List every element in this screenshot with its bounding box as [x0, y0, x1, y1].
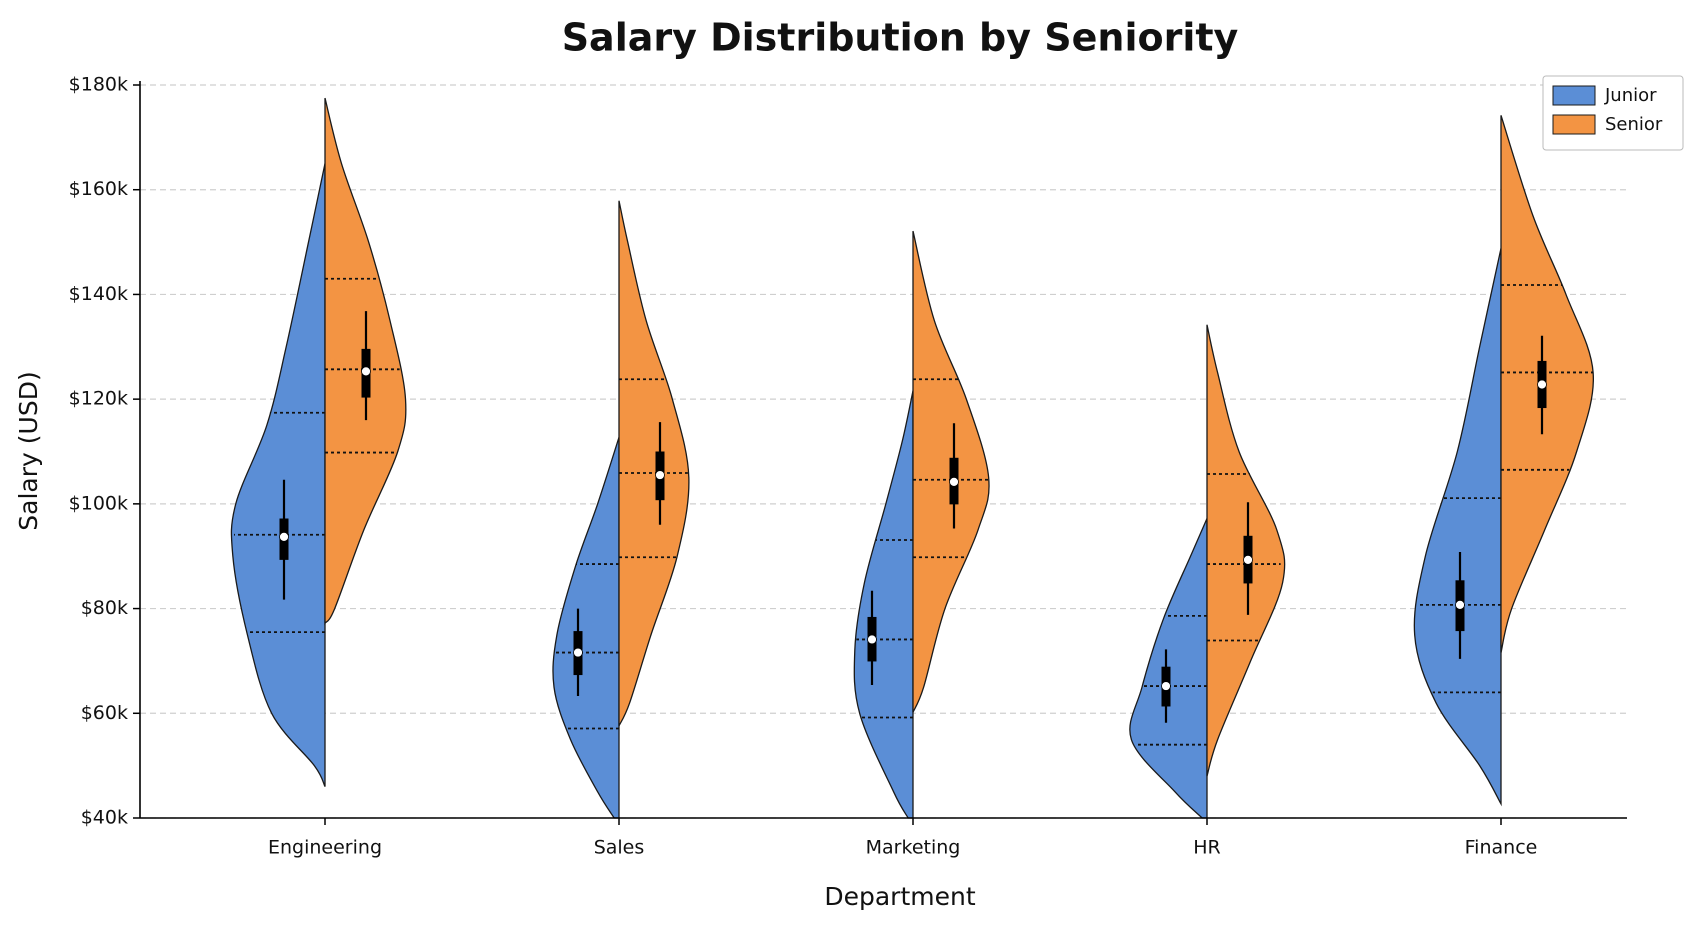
y-tick-label: $100k [69, 492, 128, 514]
box-median [949, 476, 959, 487]
chart-title: Salary Distribution by Seniority [562, 16, 1239, 60]
x-tick-label: Sales [594, 837, 645, 859]
violin-body [230, 163, 326, 787]
box-median [1243, 554, 1253, 565]
x-tick-label: Finance [1465, 837, 1538, 859]
y-tick-label: $140k [69, 283, 128, 305]
box-median [1537, 379, 1547, 390]
x-tick-label: Marketing [866, 837, 961, 859]
y-tick-label: $180k [69, 74, 128, 96]
box-median [1455, 600, 1465, 610]
y-tick-label: $80k [81, 597, 128, 619]
box-median [279, 531, 289, 542]
x-tick-label: HR [1193, 837, 1221, 859]
legend-label: Junior [1604, 85, 1657, 106]
legend-swatch [1552, 114, 1596, 135]
y-tick-label: $160k [69, 178, 128, 200]
y-tick-label: $60k [81, 702, 128, 724]
y-axis-label: Salary (USD) [14, 371, 43, 530]
violin-body [853, 390, 914, 819]
box-median [867, 634, 877, 645]
x-tick-label: Engineering [268, 837, 382, 859]
violin-body [618, 200, 690, 727]
violin-body [1413, 248, 1502, 807]
y-tick-label: $40k [81, 807, 128, 829]
violin-body [1500, 115, 1594, 653]
y-tick-label: $120k [69, 388, 128, 410]
violin-body [552, 437, 620, 819]
box-median [361, 366, 371, 377]
legend-label: Senior [1605, 114, 1663, 135]
x-axis-label: Department [824, 882, 975, 911]
box-median [1161, 681, 1171, 691]
box-median [655, 470, 665, 480]
legend-swatch [1552, 85, 1596, 106]
box-median [573, 647, 583, 658]
